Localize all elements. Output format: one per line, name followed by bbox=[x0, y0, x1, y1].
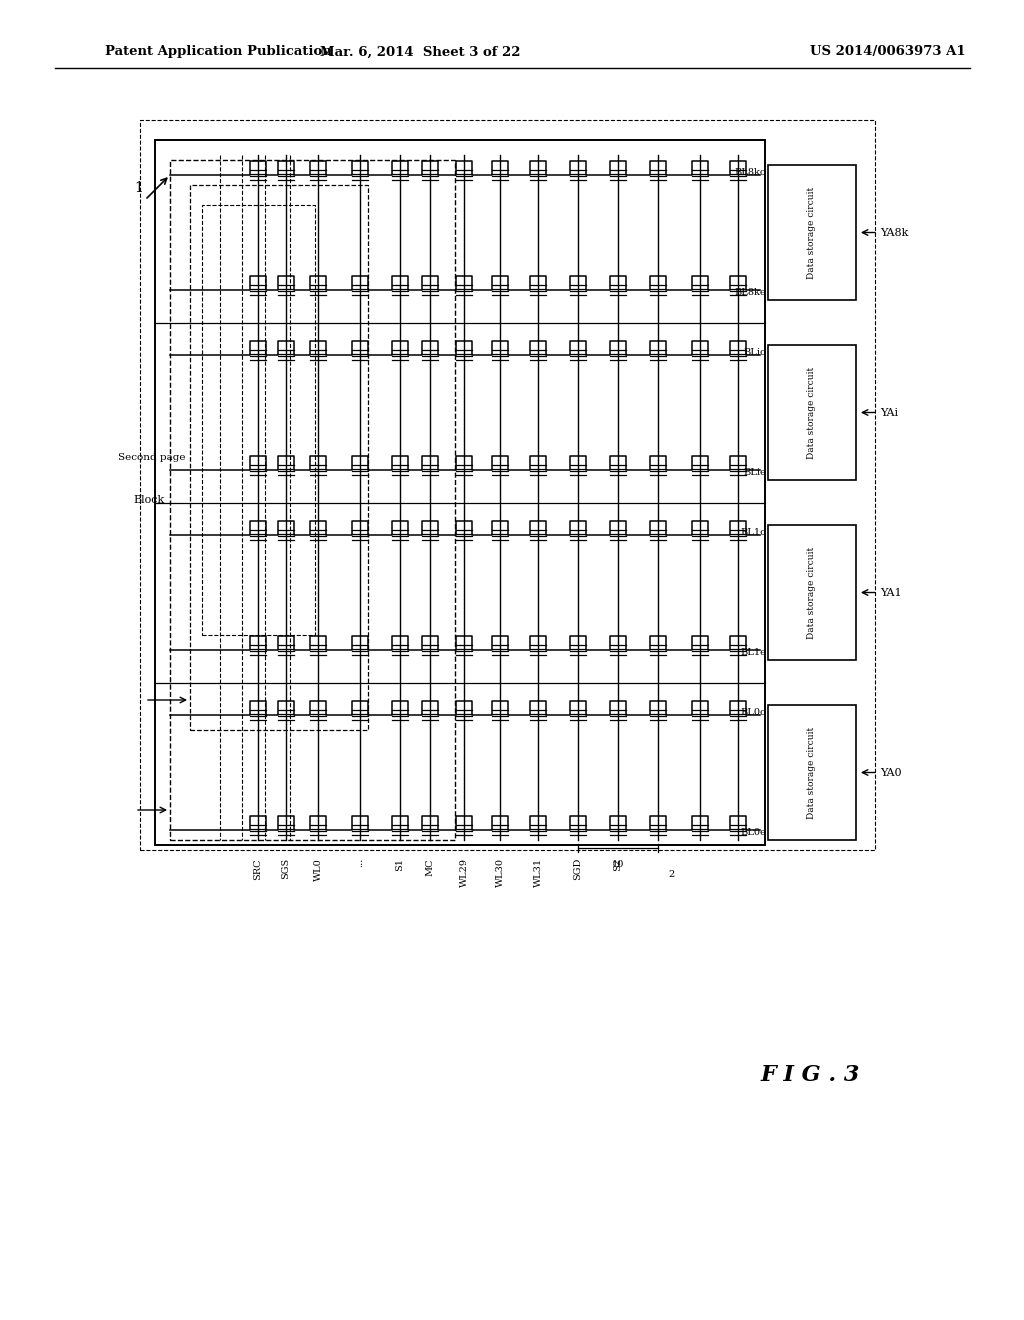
Text: BL0o: BL0o bbox=[740, 708, 766, 717]
Text: BLio: BLio bbox=[743, 348, 766, 356]
Bar bbox=[190, 185, 368, 730]
Bar bbox=[202, 205, 315, 635]
Text: Data storage circuit: Data storage circuit bbox=[808, 546, 816, 639]
Text: WL30: WL30 bbox=[496, 858, 505, 887]
Text: Data storage circuit: Data storage circuit bbox=[808, 186, 816, 279]
Text: YA0: YA0 bbox=[880, 767, 901, 777]
Text: WL31: WL31 bbox=[534, 858, 543, 887]
Text: MC: MC bbox=[426, 858, 434, 875]
Text: F I G . 3: F I G . 3 bbox=[760, 1064, 860, 1086]
Bar bbox=[140, 120, 874, 850]
Text: WL0: WL0 bbox=[313, 858, 323, 880]
Text: BL8ke: BL8ke bbox=[734, 288, 766, 297]
Text: SRC: SRC bbox=[254, 858, 262, 879]
Bar bbox=[170, 160, 455, 840]
Text: BL8ko: BL8ko bbox=[734, 168, 766, 177]
Text: 2: 2 bbox=[668, 870, 674, 879]
Text: ...: ... bbox=[355, 858, 365, 867]
Text: US 2014/0063973 A1: US 2014/0063973 A1 bbox=[810, 45, 966, 58]
Bar bbox=[768, 345, 856, 480]
Bar bbox=[768, 525, 856, 660]
Text: Block: Block bbox=[134, 495, 165, 506]
Text: YAi: YAi bbox=[880, 408, 898, 417]
Text: S1: S1 bbox=[395, 858, 404, 871]
Text: YA1: YA1 bbox=[880, 587, 901, 598]
Text: S2: S2 bbox=[613, 858, 623, 871]
Text: Mar. 6, 2014  Sheet 3 of 22: Mar. 6, 2014 Sheet 3 of 22 bbox=[319, 45, 520, 58]
Text: YA8k: YA8k bbox=[880, 227, 908, 238]
Text: BL1o: BL1o bbox=[740, 528, 766, 537]
Bar bbox=[768, 705, 856, 840]
Text: BLie: BLie bbox=[743, 469, 766, 477]
Text: WL29: WL29 bbox=[460, 858, 469, 887]
Bar bbox=[155, 140, 765, 845]
Text: 1: 1 bbox=[134, 181, 143, 195]
Bar bbox=[768, 165, 856, 300]
Text: Second page: Second page bbox=[118, 453, 185, 462]
Text: SGS: SGS bbox=[282, 858, 291, 879]
Text: BL0e: BL0e bbox=[740, 828, 766, 837]
Text: 10: 10 bbox=[611, 861, 625, 869]
Text: Data storage circuit: Data storage circuit bbox=[808, 367, 816, 458]
Text: Data storage circuit: Data storage circuit bbox=[808, 726, 816, 818]
Text: Patent Application Publication: Patent Application Publication bbox=[105, 45, 332, 58]
Text: SGD: SGD bbox=[573, 858, 583, 880]
Text: BL1e: BL1e bbox=[740, 648, 766, 657]
